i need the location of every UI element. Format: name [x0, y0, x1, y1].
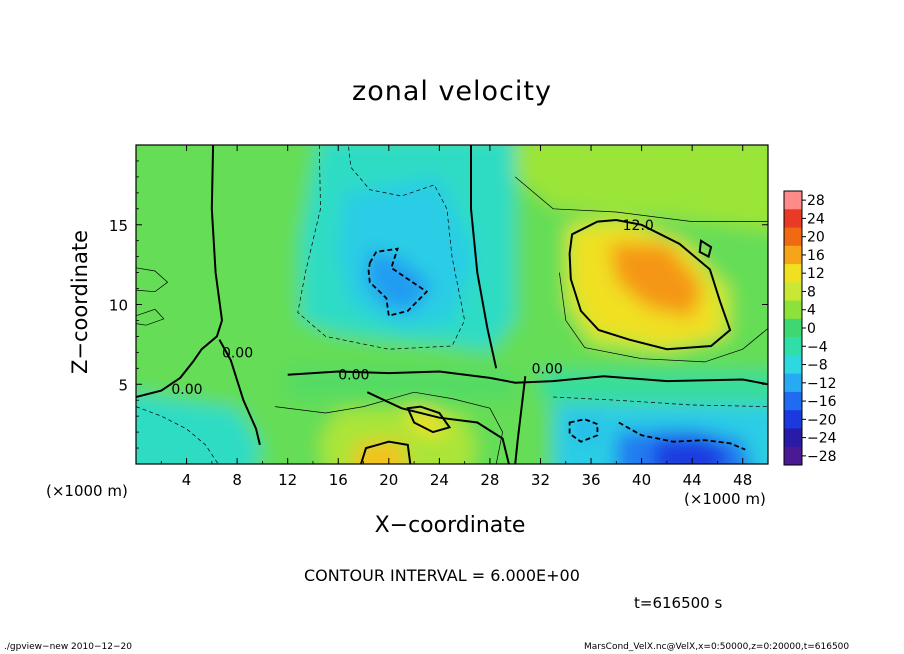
colorbar-label: −4 [807, 339, 828, 355]
contour-6-jet [559, 272, 768, 363]
y-tick-label: 10 [109, 297, 128, 315]
contour-labels: 12.0 0.00 0.00 0.00 0.00 [171, 218, 653, 398]
chart-title: zonal velocity [352, 76, 552, 107]
contour-6-upper [514, 176, 768, 222]
colorbar-swatch [784, 264, 802, 283]
y-axis: 5 10 15 [109, 160, 768, 449]
zero-contour-middle [287, 370, 768, 386]
contour-12 [568, 218, 732, 351]
colorbar-label: −8 [807, 358, 828, 374]
colorbar-label: −28 [807, 449, 837, 465]
colorbar-label: −20 [807, 412, 837, 428]
colorbar-label: 20 [807, 230, 825, 246]
colorbar-swatch [784, 373, 802, 393]
contour-minus-12 [367, 247, 429, 317]
footer-data-source: MarsCond_VelX.nc@VelX,x=0:50000,z=0:2000… [584, 642, 850, 652]
contour-12-lower [406, 405, 452, 434]
zero-contour-left [136, 145, 224, 398]
colorbar-label: −12 [807, 376, 837, 392]
contour-6-left-small [136, 308, 165, 326]
colorbar-label: −16 [807, 394, 837, 410]
contour-label: 0.00 [532, 361, 563, 377]
colorbar-label: 24 [807, 211, 825, 227]
colorbar-swatch [784, 410, 802, 429]
contour-minus-12-lower [568, 418, 599, 443]
zero-contour-upper [470, 145, 498, 369]
y-tick-label: 15 [109, 217, 128, 235]
x-tick-label: 20 [379, 471, 398, 489]
colorbar-label: 28 [807, 193, 825, 209]
contour-12-bottom [360, 440, 412, 464]
zero-contour-left-lower [218, 339, 261, 446]
y-tick-label: 5 [118, 376, 128, 394]
zero-contour-vertical [514, 376, 527, 464]
colorbar-swatch [784, 227, 802, 247]
colorbar-label: −24 [807, 431, 837, 447]
contour-minus-6-lower [553, 396, 768, 407]
x-tick-label: 32 [531, 471, 550, 489]
contour-6-lower [274, 391, 503, 464]
contour-interval-label: CONTOUR INTERVAL = 6.000E+00 [304, 566, 580, 585]
x-tick-label: 24 [430, 471, 449, 489]
colorbar-label: 12 [807, 266, 825, 282]
colorbar-swatch [784, 300, 802, 320]
x-axis: 4 8 12 16 20 24 28 32 36 40 44 48 [160, 145, 752, 489]
colorbar-swatch [784, 391, 802, 411]
contour-minus-6-left [136, 406, 219, 464]
zero-contour-lower [366, 391, 510, 464]
contour-label: 0.00 [222, 345, 253, 361]
colorbar-label: 0 [807, 321, 816, 337]
colorbar-swatch [784, 191, 802, 210]
colorbar-swatch [784, 209, 802, 229]
colorbar-label: 4 [807, 303, 816, 319]
x-unit-left: (×1000 m) [46, 482, 128, 500]
x-tick-label: 36 [581, 471, 600, 489]
contour-12-small [698, 239, 713, 259]
x-unit-right: (×1000 m) [684, 490, 766, 508]
contour-minus-12-right [618, 421, 746, 451]
colorbar-swatch [784, 282, 802, 302]
contour-minus-6 [297, 145, 465, 350]
contour-label: 12.0 [623, 218, 654, 234]
colorbar-swatch [784, 446, 802, 466]
x-axis-label: X−coordinate [374, 513, 526, 538]
time-label: t=616500 s [634, 594, 723, 612]
velocity-field [136, 145, 768, 464]
x-tick-label: 40 [632, 471, 651, 489]
footer-program-date: ./gpview−new 2010−12−20 [4, 642, 132, 652]
contour-lines [136, 145, 768, 464]
x-tick-label: 4 [182, 471, 192, 489]
x-tick-label: 8 [232, 471, 242, 489]
x-tick-label: 12 [278, 471, 297, 489]
contour-6-left [136, 267, 169, 293]
colorbar-swatch [784, 428, 802, 448]
colorbar-label: 16 [807, 248, 825, 264]
colorbar-swatch [784, 355, 802, 375]
y-axis-label: Z−coordinate [68, 230, 92, 374]
colorbar-swatch [784, 318, 802, 338]
colorbar: 28 24 20 16 12 8 4 0 −4 −8 −12 −16 −20 −24 −28 [783, 190, 837, 466]
colorbar-label: 8 [807, 284, 816, 300]
colorbar-swatch [784, 245, 802, 265]
colorbar-swatch [784, 337, 802, 356]
x-tick-label: 28 [480, 471, 499, 489]
x-tick-label: 44 [683, 471, 702, 489]
x-tick-label: 16 [329, 471, 348, 489]
x-tick-label: 48 [733, 471, 752, 489]
contour-label: 0.00 [171, 382, 202, 398]
contour-label: 0.00 [338, 368, 369, 384]
